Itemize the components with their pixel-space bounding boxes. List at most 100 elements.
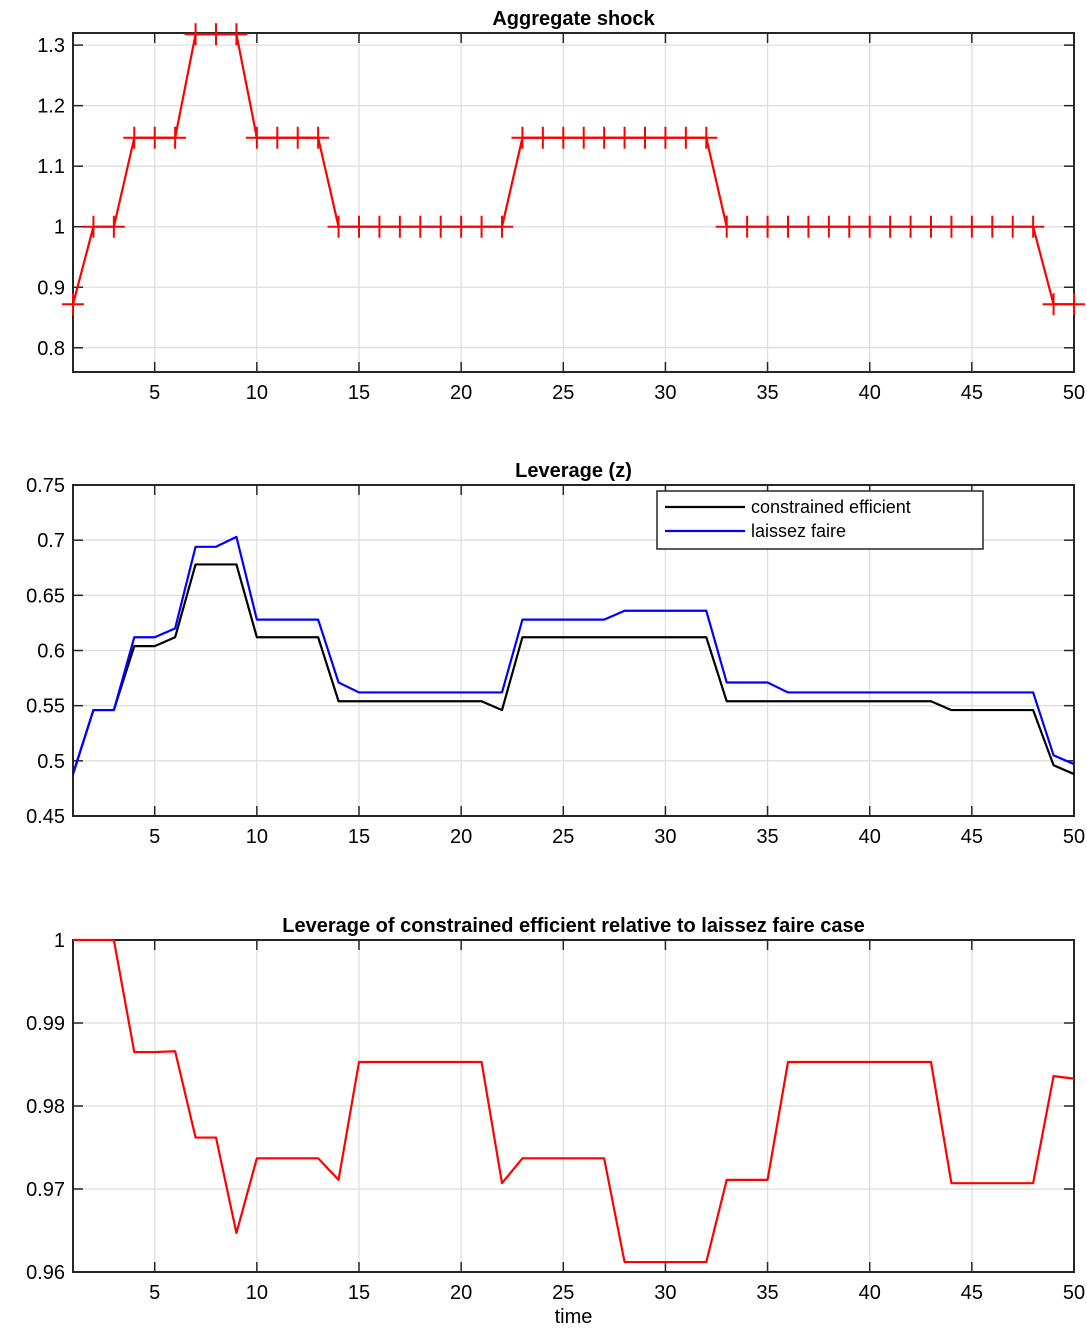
x-tick-label: 15	[348, 826, 370, 848]
x-tick-label: 35	[756, 382, 778, 404]
y-tick-label: 1.3	[37, 35, 65, 57]
data-point	[613, 126, 636, 149]
y-tick-label: 1	[54, 930, 65, 952]
series-line	[73, 938, 1075, 1264]
x-tick-label: 45	[961, 826, 983, 848]
data-point	[879, 215, 902, 238]
x-tick-label: 10	[246, 382, 268, 404]
y-tick-label: 0.99	[26, 1013, 65, 1035]
data-point	[981, 215, 1004, 238]
chart-title: Aggregate shock	[492, 8, 655, 30]
chart-relative-leverage: 5 10 15 20 25 30 35 40 45 50 0.96 0.97 0.98 0.99 1 Leve…	[26, 915, 1085, 1328]
x-tick-label: 50	[1063, 1282, 1085, 1304]
x-tick-label: 30	[654, 1282, 676, 1304]
data-point	[82, 215, 105, 238]
x-tick-label: 45	[961, 382, 983, 404]
chart-title: Leverage of constrained efficient relati…	[282, 915, 864, 937]
data-point	[62, 293, 84, 316]
data-point	[654, 126, 677, 149]
x-tick-label: 40	[859, 1282, 881, 1304]
series-constrained-efficient	[71, 563, 1075, 776]
data-point	[491, 215, 513, 238]
data-point	[368, 215, 391, 238]
series-line	[71, 563, 1075, 776]
legend-label: constrained efficient	[751, 497, 911, 517]
data-point	[388, 215, 411, 238]
chart-title: Leverage (z)	[515, 460, 632, 482]
data-point	[736, 215, 759, 238]
x-tick-label: 15	[348, 1282, 370, 1304]
y-tick-label: 0.8	[37, 338, 65, 360]
data-point	[409, 215, 432, 238]
x-tick-label: 35	[756, 826, 778, 848]
data-point	[634, 126, 656, 149]
data-point	[593, 126, 616, 149]
y-tick-label: 0.6	[37, 641, 65, 663]
x-tick-label: 5	[149, 382, 160, 404]
x-tick-label: 25	[552, 826, 574, 848]
data-point	[327, 215, 350, 238]
x-tick-label: 50	[1063, 382, 1085, 404]
legend: constrained efficient laissez faire	[656, 490, 984, 550]
data-point	[674, 126, 697, 149]
data-point	[531, 126, 554, 149]
y-tick-label: 0.65	[26, 585, 65, 607]
data-point	[1001, 215, 1024, 238]
x-axis-label: time	[555, 1306, 593, 1328]
series-line-0	[62, 23, 1085, 316]
legend-box	[656, 490, 984, 550]
data-point	[1042, 293, 1065, 316]
series-line-0	[73, 938, 1075, 1264]
data-point	[286, 126, 309, 149]
x-tick-label: 10	[246, 1282, 268, 1304]
data-point	[756, 215, 779, 238]
y-tick-label: 0.55	[26, 696, 65, 718]
y-tick-label: 0.75	[26, 475, 65, 497]
y-tick-label: 0.98	[26, 1096, 65, 1118]
data-point	[123, 126, 146, 149]
x-tick-label: 5	[149, 826, 160, 848]
x-tick-label: 10	[246, 826, 268, 848]
data-point	[184, 23, 207, 46]
x-tick-label: 20	[450, 1282, 472, 1304]
data-point	[899, 215, 922, 238]
x-tick-label: 50	[1063, 826, 1085, 848]
y-tick-label: 0.97	[26, 1179, 65, 1201]
data-point	[348, 215, 370, 238]
legend-label: laissez faire	[751, 521, 846, 541]
y-tick-label: 0.9	[37, 277, 65, 299]
data-point	[940, 215, 963, 238]
x-tick-label: 15	[348, 382, 370, 404]
y-tick-label: 0.7	[37, 530, 65, 552]
x-tick-label: 20	[450, 382, 472, 404]
x-tick-label: 5	[149, 1282, 160, 1304]
y-tick-label: 1.1	[37, 156, 65, 178]
data-point	[960, 215, 983, 238]
x-tick-label: 30	[654, 826, 676, 848]
x-tick-label: 25	[552, 1282, 574, 1304]
data-point	[920, 215, 942, 238]
chart-leverage: 5 10 15 20 25 30 35 40 45 50 0.45 0.5 0.55 0.6 0.65 0.7…	[26, 460, 1085, 848]
data-point	[429, 215, 452, 238]
series-laissez-faire	[71, 535, 1075, 775]
data-point	[1022, 215, 1045, 238]
data-point	[511, 126, 534, 149]
data-point	[102, 215, 125, 238]
x-tick-label: 35	[756, 1282, 778, 1304]
y-tick-label: 0.96	[26, 1262, 65, 1284]
data-point	[817, 215, 840, 238]
data-point	[307, 126, 330, 149]
data-point	[1063, 293, 1085, 316]
data-point	[470, 215, 493, 238]
axes-box	[72, 32, 1075, 373]
data-point	[838, 215, 861, 238]
data-point	[164, 126, 187, 149]
y-tick-label: 0.5	[37, 751, 65, 773]
data-point	[245, 126, 268, 149]
data-point	[552, 126, 575, 149]
x-tick-label: 45	[961, 1282, 983, 1304]
data-point	[266, 126, 289, 149]
y-tick-label: 0.45	[26, 806, 65, 828]
series-line	[71, 535, 1075, 775]
